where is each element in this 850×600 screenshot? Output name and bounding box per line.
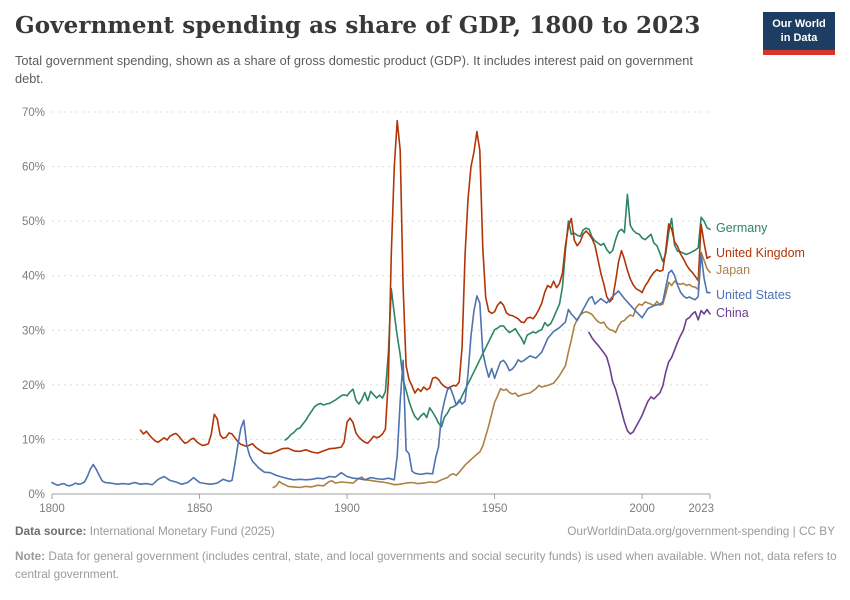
line-chart-canvas: 0% 10% 20% 30% 40% 50% 60% 70% 1800 1850 1900 1950 2…: [22, 107, 714, 515]
series-label-china[interactable]: China: [716, 305, 749, 320]
x-tick-label: 1900: [334, 503, 360, 515]
x-tick-label: 1800: [39, 503, 65, 515]
page-title: Government spending as share of GDP, 180…: [15, 12, 701, 39]
y-tick-label: 40%: [22, 271, 45, 283]
y-tick-label: 60%: [22, 162, 45, 174]
footer: Data source: International Monetary Fund…: [15, 524, 835, 538]
series-label-japan[interactable]: Japan: [716, 262, 751, 277]
series-line-japan: [272, 251, 711, 489]
series-line-united-states: [51, 253, 711, 487]
series-line-germany: [284, 193, 711, 441]
series-legend: Germany United Kingdom Japan United States C…: [0, 90, 850, 515]
owid-logo-line1: Our World: [772, 18, 826, 30]
y-tick-label: 0%: [28, 489, 45, 501]
data-source-text: Data source: International Monetary Fund…: [15, 524, 275, 538]
owid-logo: Our World in Data: [763, 12, 835, 55]
owid-link[interactable]: OurWorldinData.org/government-spending |…: [567, 524, 835, 538]
x-tick-label: 2000: [629, 503, 655, 515]
note-label: Note:: [15, 549, 46, 563]
series-line-united-kingdom: [139, 119, 711, 455]
data-source-label: Data source:: [15, 524, 87, 538]
y-tick-label: 50%: [22, 216, 45, 228]
chart-subtitle: Total government spending, shown as a sh…: [15, 53, 693, 86]
y-tick-label: 10%: [22, 434, 45, 446]
y-tick-label: 20%: [22, 380, 45, 392]
footer-note: Note: Data for general government (inclu…: [15, 549, 837, 581]
y-tick-label: 30%: [22, 325, 45, 337]
series-line-china: [588, 308, 711, 435]
series-label-germany[interactable]: Germany: [716, 220, 768, 235]
chart-area: 0% 10% 20% 30% 40% 50% 60% 70% 1800 1850 1900 1950 2…: [0, 90, 850, 515]
x-tick-label: 1950: [482, 503, 508, 515]
series-label-united-states[interactable]: United States: [716, 287, 792, 302]
x-tick-label: 2023: [688, 503, 714, 515]
x-tick-label: 1850: [187, 503, 213, 515]
series-label-united-kingdom[interactable]: United Kingdom: [716, 245, 805, 260]
y-tick-label: 70%: [22, 107, 45, 119]
owid-logo-line2: in Data: [780, 31, 818, 44]
